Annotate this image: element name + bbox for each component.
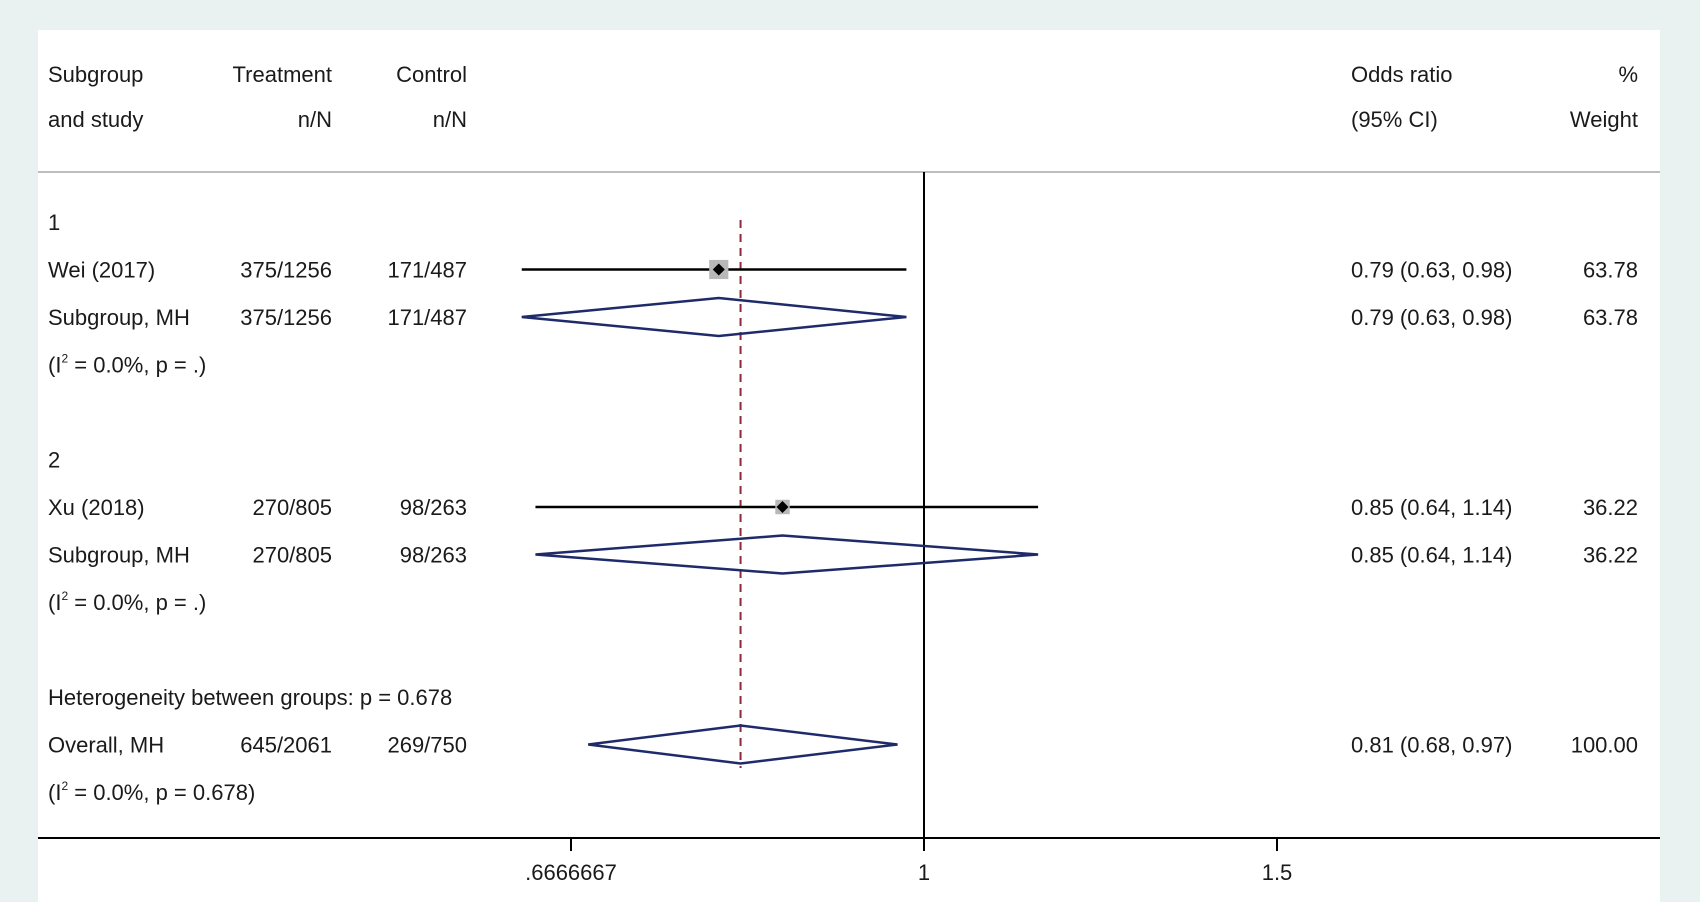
subtotal-diamond: [535, 534, 1039, 575]
subtotal-ci-text: 0.85 (0.64, 1.14): [1351, 543, 1512, 568]
subtotal-control: 98/263: [400, 543, 467, 568]
header-weight: %: [1618, 62, 1638, 87]
header-control: Control: [396, 62, 467, 87]
study-treatment: 270/805: [252, 495, 332, 520]
overall-treatment: 645/2061: [240, 733, 332, 758]
overall-control: 269/750: [387, 733, 467, 758]
subtotal-treatment: 375/1256: [240, 305, 332, 330]
forest-plot-panel: Subgroup and study Treatment n/N Control n/N O…: [38, 30, 1660, 902]
overall-ci-text: 0.81 (0.68, 0.97): [1351, 733, 1512, 758]
overall-label: Overall, MH: [48, 733, 164, 758]
heterogeneity-between-groups: Heterogeneity between groups: p = 0.678: [48, 685, 452, 710]
group-label: 2: [48, 448, 60, 473]
header-study: Subgroup: [48, 62, 143, 87]
header-odds-ratio: Odds ratio: [1351, 62, 1453, 87]
header-control-sub: n/N: [433, 107, 467, 132]
study-label: Wei (2017): [48, 258, 155, 283]
subtotal-weight: 63.78: [1583, 305, 1638, 330]
study-label: Xu (2018): [48, 495, 145, 520]
header-odds-ratio-sub: (95% CI): [1351, 107, 1438, 132]
header-study-sub: and study: [48, 107, 143, 132]
subtotal-diamond: [521, 296, 907, 338]
study-weight: 63.78: [1583, 258, 1638, 283]
group-label: 1: [48, 210, 60, 235]
subtotal-weight: 36.22: [1583, 543, 1638, 568]
study-weight: 36.22: [1583, 495, 1638, 520]
x-tick-label: 1.5: [1262, 860, 1293, 885]
subtotal-control: 171/487: [387, 305, 467, 330]
subtotal-label: Subgroup, MH: [48, 305, 190, 330]
subtotal-treatment: 270/805: [252, 543, 332, 568]
study-control: 171/487: [387, 258, 467, 283]
point-estimate: [776, 501, 789, 513]
header-treatment: Treatment: [233, 62, 332, 87]
heterogeneity-stat: (I2 = 0.0%, p = 0.678): [48, 779, 255, 805]
overall-weight: 100.00: [1571, 733, 1638, 758]
study-treatment: 375/1256: [240, 258, 332, 283]
header-weight-sub: Weight: [1570, 107, 1638, 132]
x-tick-label: 1: [918, 860, 930, 885]
study-ci-text: 0.85 (0.64, 1.14): [1351, 495, 1512, 520]
overall-diamond: [588, 724, 898, 765]
study-ci-text: 0.79 (0.63, 0.98): [1351, 258, 1512, 283]
heterogeneity-stat: (I2 = 0.0%, p = .): [48, 352, 206, 378]
heterogeneity-stat: (I2 = 0.0%, p = .): [48, 589, 206, 615]
subtotal-ci-text: 0.79 (0.63, 0.98): [1351, 305, 1512, 330]
header-treatment-sub: n/N: [298, 107, 332, 132]
forest-plot: Subgroup and study Treatment n/N Control n/N O…: [38, 62, 1660, 885]
point-estimate: [712, 263, 725, 276]
subtotal-label: Subgroup, MH: [48, 543, 190, 568]
x-tick-label: .6666667: [525, 860, 617, 885]
study-control: 98/263: [400, 495, 467, 520]
